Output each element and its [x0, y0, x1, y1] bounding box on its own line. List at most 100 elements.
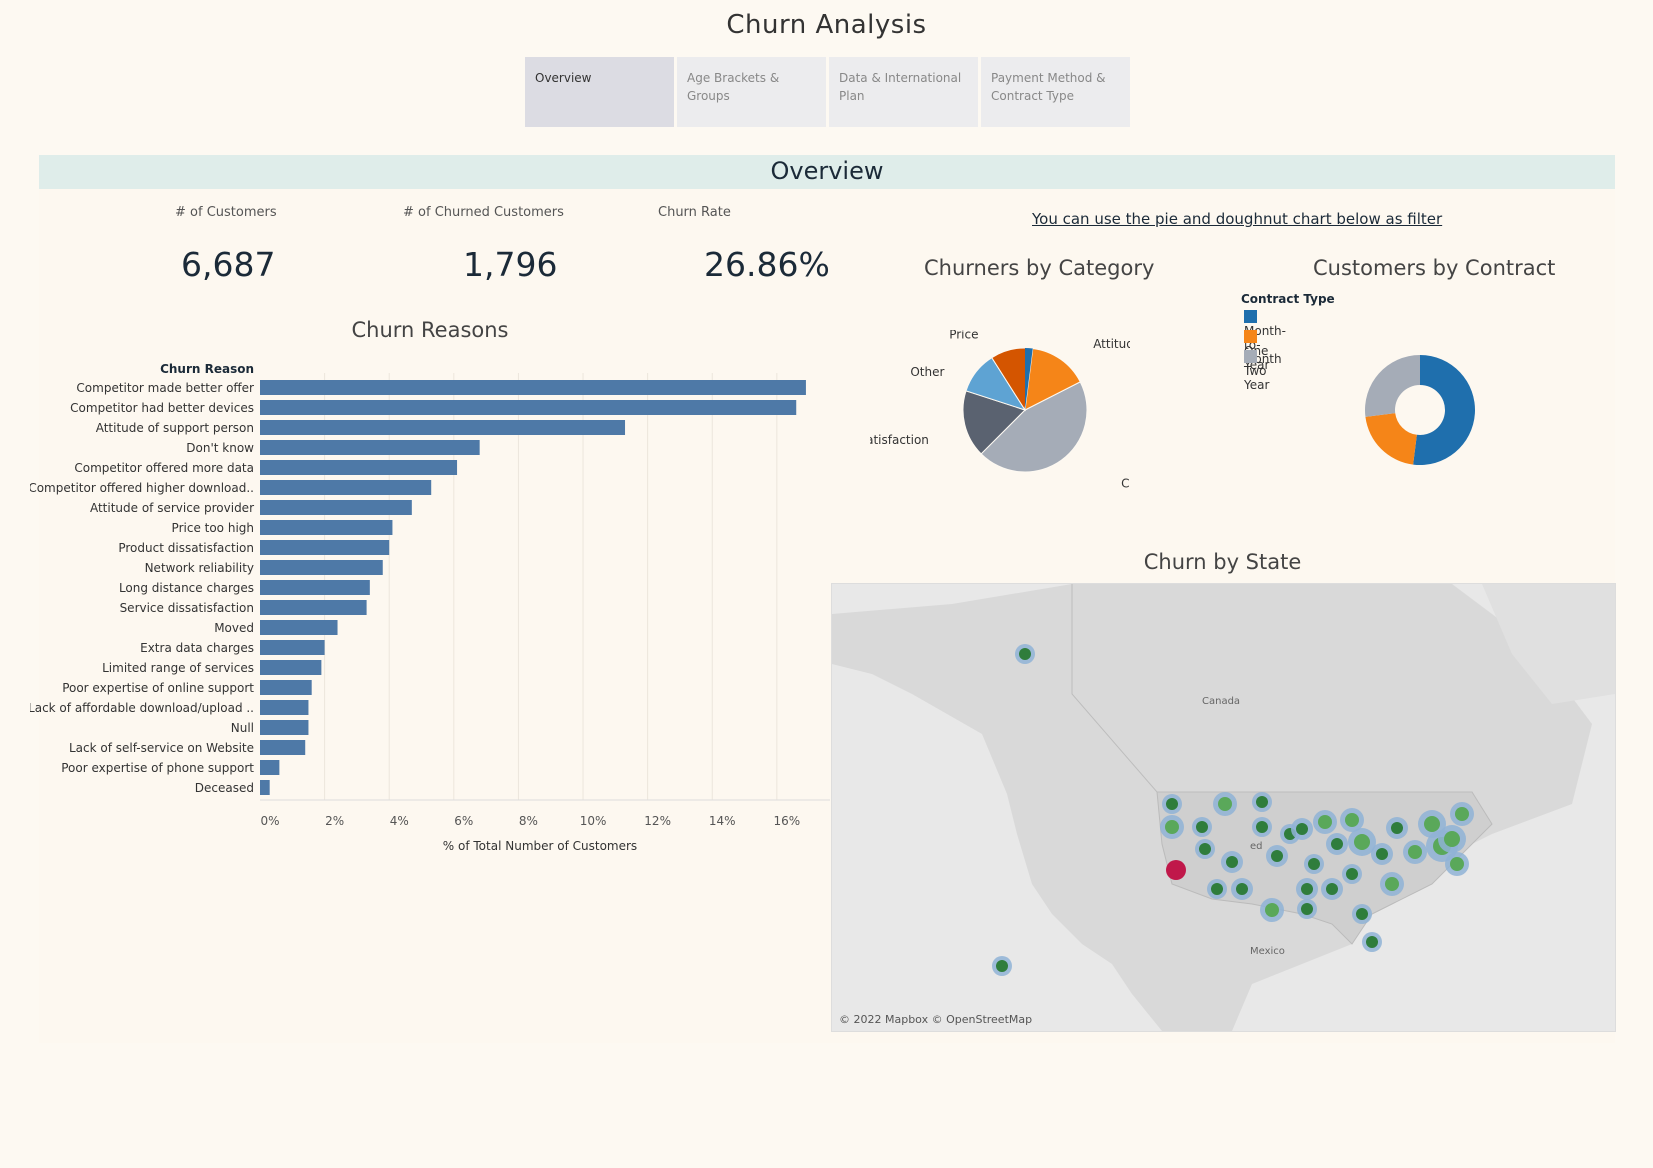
bar[interactable] — [260, 520, 393, 535]
bar[interactable] — [260, 500, 412, 515]
doughnut-segment[interactable] — [1365, 355, 1420, 417]
state-marker[interactable] — [1366, 936, 1378, 948]
map-attribution: © 2022 Mapbox © OpenStreetMap — [839, 1013, 1033, 1026]
state-marker[interactable] — [1356, 908, 1368, 920]
churn-by-state-title: Churn by State — [1143, 550, 1302, 574]
state-marker[interactable] — [1450, 857, 1464, 871]
state-marker[interactable] — [996, 960, 1008, 972]
state-marker[interactable] — [1326, 883, 1338, 895]
bar[interactable] — [260, 760, 280, 775]
x-tick-label: 16% — [774, 814, 801, 828]
bar[interactable] — [260, 600, 367, 615]
pie-label: Competitor — [1121, 477, 1130, 491]
usa-region — [1156, 791, 1493, 945]
bar[interactable] — [260, 380, 806, 395]
category-label: Poor expertise of phone support — [61, 761, 254, 775]
pie-slice[interactable] — [980, 381, 1088, 473]
tab-data-international[interactable]: Data & International Plan — [829, 57, 978, 127]
state-marker[interactable] — [1019, 648, 1031, 660]
bar[interactable] — [260, 460, 458, 475]
tab-age-brackets[interactable]: Age Brackets & Groups — [677, 57, 826, 127]
customers-by-contract-doughnut[interactable] — [1360, 350, 1480, 470]
state-marker[interactable] — [1271, 850, 1283, 862]
state-marker[interactable] — [1444, 831, 1460, 847]
bar[interactable] — [260, 660, 322, 675]
bar[interactable] — [260, 700, 309, 715]
category-header: Churn Reason — [160, 362, 254, 376]
category-label: Long distance charges — [119, 581, 254, 595]
x-tick-label: 10% — [580, 814, 607, 828]
bar[interactable] — [260, 560, 383, 575]
bar[interactable] — [260, 780, 270, 795]
tab-overview[interactable]: Overview — [525, 57, 674, 127]
state-marker[interactable] — [1196, 821, 1208, 833]
x-tick-label: 8% — [519, 814, 538, 828]
legend-item[interactable]: Two Year — [1244, 350, 1269, 392]
bar[interactable] — [260, 680, 312, 695]
state-marker[interactable] — [1236, 883, 1248, 895]
kpi-churn-rate-value: 26.86% — [704, 245, 830, 284]
bar[interactable] — [260, 740, 306, 755]
churners-by-category-pie[interactable]: Competitor Dissatisfaction Other Price Attit… — [870, 330, 1130, 510]
pie-slice[interactable] — [1024, 347, 1081, 411]
state-marker[interactable] — [1211, 883, 1223, 895]
state-marker[interactable] — [1385, 877, 1399, 891]
bar[interactable] — [260, 440, 480, 455]
customers-by-contract-title: Customers by Contract — [1313, 256, 1556, 280]
state-marker[interactable] — [1218, 797, 1232, 811]
state-marker[interactable] — [1346, 868, 1358, 880]
bar[interactable] — [260, 720, 309, 735]
bar[interactable] — [260, 640, 325, 655]
pie-slice-sliver[interactable] — [1025, 348, 1033, 410]
category-label: Attitude of service provider — [90, 501, 254, 515]
state-marker[interactable] — [1301, 903, 1313, 915]
state-marker[interactable] — [1165, 820, 1179, 834]
doughnut-segment[interactable] — [1365, 413, 1417, 465]
bar[interactable] — [260, 420, 626, 435]
state-marker[interactable] — [1308, 858, 1320, 870]
pie-label: Other — [910, 365, 944, 379]
state-marker[interactable] — [1318, 815, 1332, 829]
mexico-label: Mexico — [1250, 946, 1285, 957]
state-marker[interactable] — [1391, 822, 1403, 834]
state-marker[interactable] — [1199, 843, 1211, 855]
state-marker[interactable] — [1256, 796, 1268, 808]
dashboard-title: Churn Analysis — [726, 10, 927, 40]
filter-hint-link[interactable]: You can use the pie and doughnut chart b… — [1032, 210, 1443, 228]
legend-swatch — [1244, 350, 1257, 363]
kpi-churned-value: 1,796 — [463, 245, 558, 284]
state-marker[interactable] — [1226, 856, 1238, 868]
pie-label: Price — [949, 330, 978, 342]
doughnut-segment[interactable] — [1413, 355, 1475, 465]
x-tick-label: 2% — [325, 814, 344, 828]
x-tick-label: 6% — [454, 814, 473, 828]
bar[interactable] — [260, 620, 338, 635]
bar[interactable] — [260, 480, 432, 495]
canada-border — [1071, 584, 1472, 793]
state-marker[interactable] — [1408, 845, 1422, 859]
state-marker[interactable] — [1424, 816, 1440, 832]
state-marker[interactable] — [1296, 823, 1308, 835]
state-marker[interactable] — [1354, 834, 1370, 850]
kpi-customers-value: 6,687 — [181, 245, 276, 284]
category-label: Network reliability — [145, 561, 254, 575]
state-marker[interactable] — [1301, 883, 1313, 895]
bar[interactable] — [260, 580, 370, 595]
churn-by-state-map[interactable]: Canada ed Mexico — [831, 583, 1616, 1032]
state-marker[interactable] — [1331, 838, 1343, 850]
contract-legend-title: Contract Type — [1241, 292, 1335, 306]
state-marker[interactable] — [1256, 821, 1268, 833]
churners-by-category-title: Churners by Category — [924, 256, 1155, 280]
bar[interactable] — [260, 540, 390, 555]
state-marker[interactable] — [1376, 848, 1388, 860]
tab-payment-contract[interactable]: Payment Method & Contract Type — [981, 57, 1130, 127]
state-marker[interactable] — [1166, 798, 1178, 810]
highlighted-state-marker[interactable] — [1166, 860, 1186, 880]
bar[interactable] — [260, 400, 797, 415]
state-marker[interactable] — [1265, 903, 1279, 917]
category-label: Null — [231, 721, 254, 735]
pie-slice[interactable] — [962, 390, 1026, 455]
state-marker[interactable] — [1455, 807, 1469, 821]
state-marker[interactable] — [1345, 813, 1359, 827]
kpi-customers-label: # of Customers — [175, 205, 277, 220]
